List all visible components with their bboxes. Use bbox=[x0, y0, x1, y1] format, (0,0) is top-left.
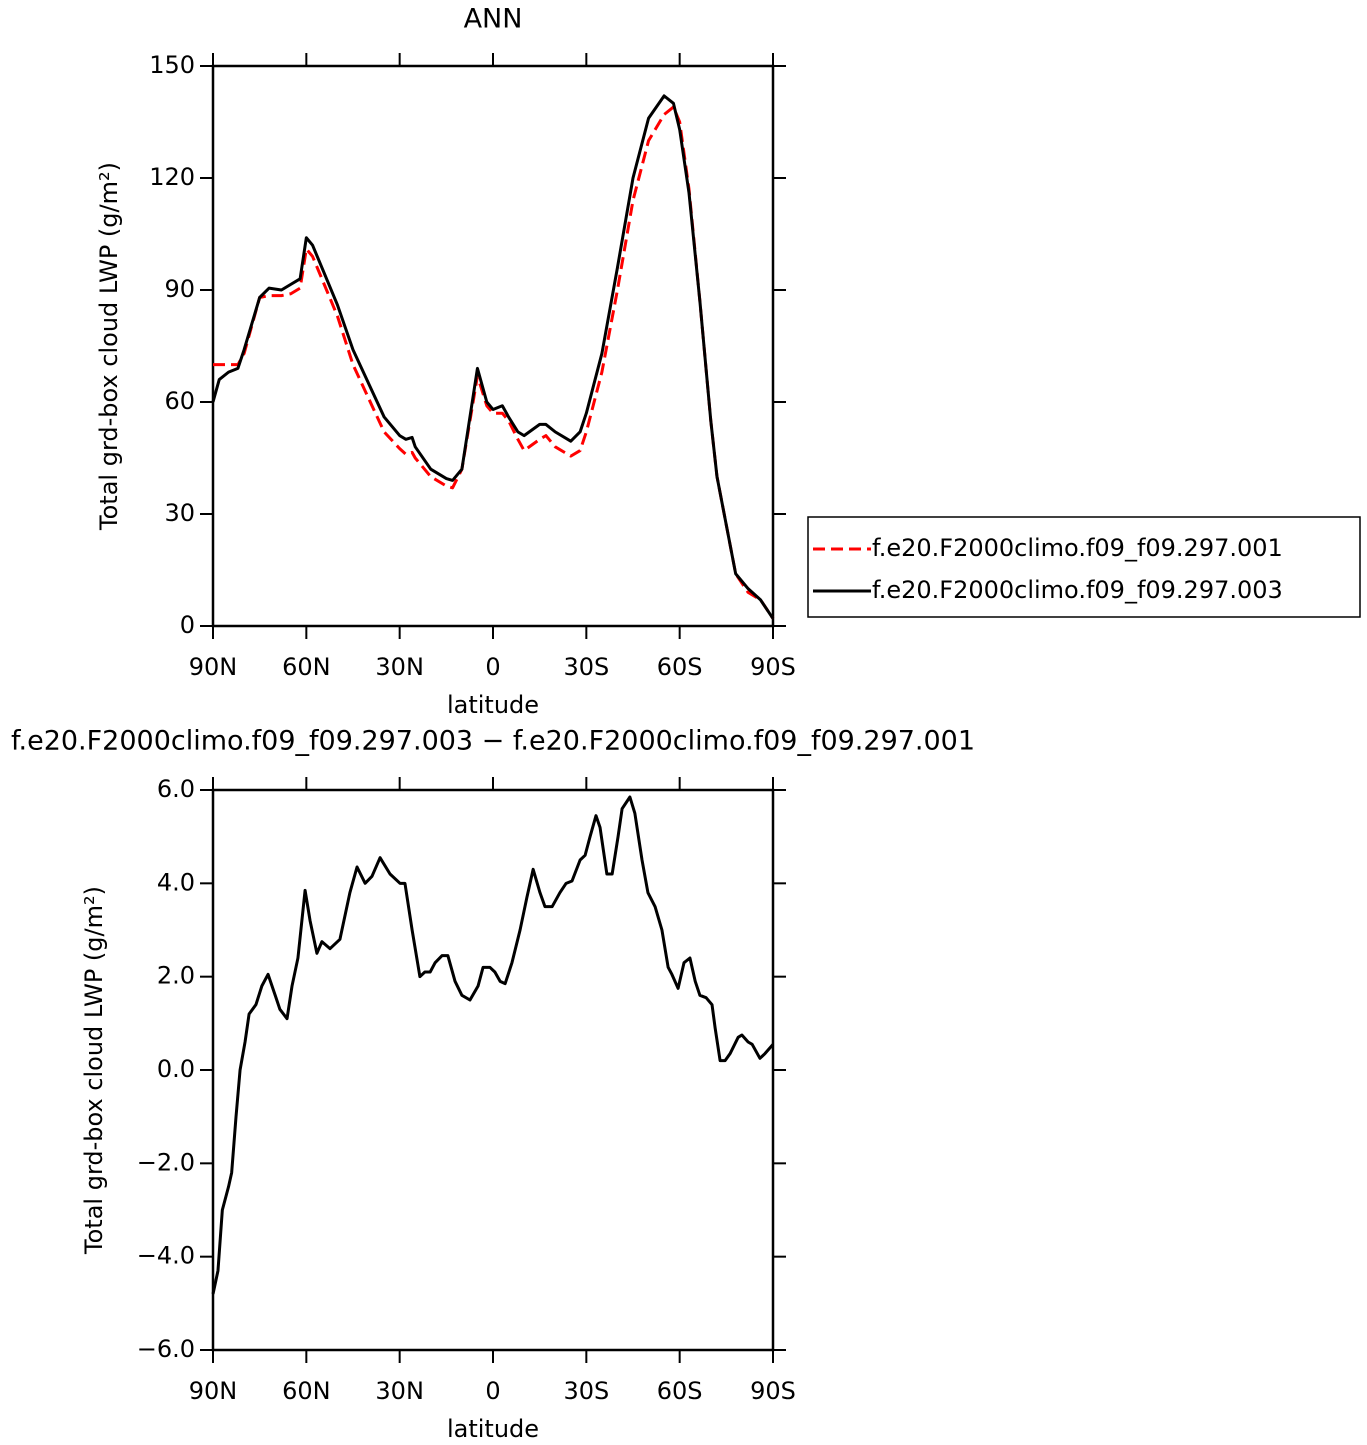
x-tick-label: 90S bbox=[750, 1377, 796, 1405]
y-axis-label: Total grd-box cloud LWP (g/m²) bbox=[80, 886, 108, 1255]
x-tick-label: 30S bbox=[563, 653, 609, 681]
x-tick-label: 30N bbox=[375, 1377, 424, 1405]
x-axis-label: latitude bbox=[447, 1415, 539, 1443]
y-tick-label: −2.0 bbox=[137, 1148, 195, 1176]
y-tick-label: 120 bbox=[149, 163, 195, 191]
series-line bbox=[211, 94, 775, 620]
x-tick-label: 0 bbox=[485, 653, 500, 681]
y-tick-label: 150 bbox=[149, 51, 195, 79]
legend-box bbox=[807, 516, 1361, 618]
chart-title: ANN bbox=[464, 4, 523, 35]
x-tick-label: 30N bbox=[375, 653, 424, 681]
x-axis-label: latitude bbox=[447, 691, 539, 719]
y-tick-label: 0 bbox=[180, 611, 195, 639]
y-tick-label: 90 bbox=[164, 275, 195, 303]
x-tick-label: 90S bbox=[750, 653, 796, 681]
x-tick-label: 90N bbox=[189, 653, 238, 681]
y-tick-label: 60 bbox=[164, 387, 195, 415]
x-tick-label: 0 bbox=[485, 1377, 500, 1405]
y-tick-label: 4.0 bbox=[157, 868, 195, 896]
y-axis-label: Total grd-box cloud LWP (g/m²) bbox=[95, 162, 123, 531]
x-tick-label: 60N bbox=[282, 1377, 331, 1405]
y-tick-label: 2.0 bbox=[157, 962, 195, 990]
x-tick-label: 90N bbox=[189, 1377, 238, 1405]
x-tick-label: 60N bbox=[282, 653, 331, 681]
y-tick-label: −6.0 bbox=[137, 1335, 195, 1363]
x-tick-label: 30S bbox=[563, 1377, 609, 1405]
y-tick-label: 0.0 bbox=[157, 1055, 195, 1083]
y-tick-label: −4.0 bbox=[137, 1242, 195, 1270]
plot-frame bbox=[211, 64, 775, 628]
x-tick-label: 60S bbox=[657, 1377, 703, 1405]
legend-label: f.e20.F2000climo.f09_f09.297.001 bbox=[872, 534, 1283, 562]
y-tick-label: 6.0 bbox=[157, 775, 195, 803]
y-tick-label: 30 bbox=[164, 499, 195, 527]
chart-title: f.e20.F2000climo.f09_f09.297.003 − f.e20… bbox=[11, 726, 975, 757]
series-line bbox=[211, 795, 775, 1295]
x-tick-label: 60S bbox=[657, 653, 703, 681]
legend-label: f.e20.F2000climo.f09_f09.297.003 bbox=[872, 576, 1283, 604]
plot-frame bbox=[211, 788, 775, 1352]
